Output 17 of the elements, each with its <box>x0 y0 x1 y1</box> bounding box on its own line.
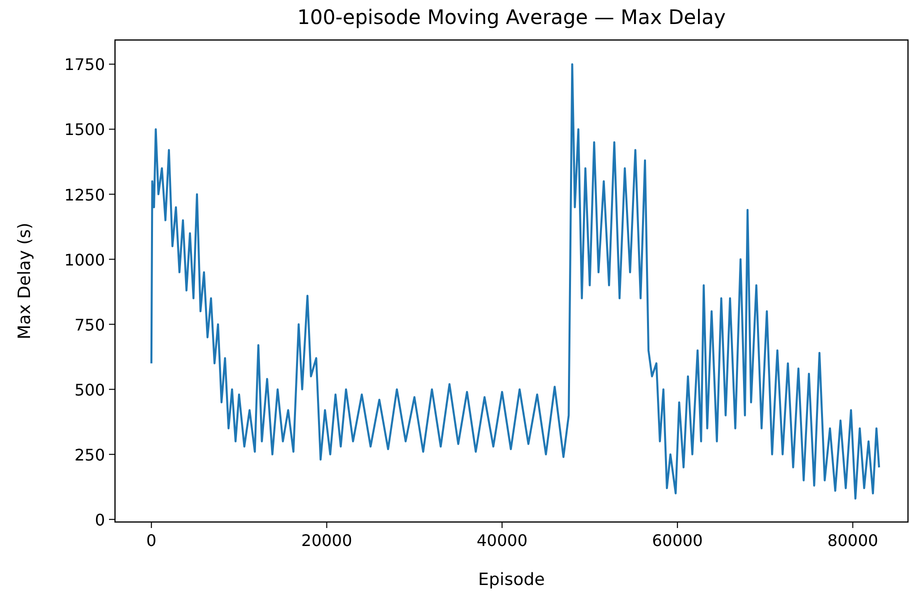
x-axis-title: Episode <box>478 570 545 590</box>
y-tick-label: 250 <box>74 445 105 464</box>
y-tick-label: 1500 <box>64 120 105 140</box>
x-tick-label: 20000 <box>301 531 352 550</box>
x-tick-label: 40000 <box>476 531 528 550</box>
y-tick-label: 750 <box>74 315 105 334</box>
x-tick-label: 60000 <box>652 531 703 550</box>
x-tick-label: 0 <box>146 531 156 550</box>
y-tick-label: 1000 <box>64 250 105 270</box>
y-axis-title: Max Delay (s) <box>15 222 35 340</box>
chart-title: 100-episode Moving Average — Max Delay <box>297 5 726 29</box>
y-tick-label: 1750 <box>64 55 105 74</box>
line-series <box>150 63 880 500</box>
y-tick-label: 1250 <box>64 185 105 204</box>
x-tick-label: 80000 <box>827 531 878 550</box>
y-tick-label: 0 <box>94 510 105 530</box>
y-tick-label: 500 <box>74 380 105 400</box>
